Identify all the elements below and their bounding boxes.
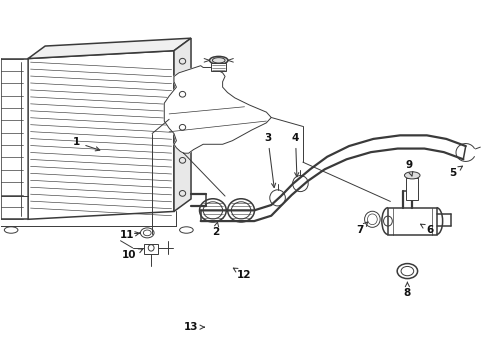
Bar [143, 244, 158, 254]
Ellipse shape [404, 172, 419, 179]
Bar [406, 178, 417, 200]
Ellipse shape [209, 57, 227, 64]
Text: 11: 11 [120, 230, 140, 240]
Bar [211, 63, 225, 71]
Text: 10: 10 [122, 249, 142, 260]
Bar [387, 208, 436, 235]
Text: 13: 13 [183, 322, 204, 332]
Text: 12: 12 [233, 268, 251, 280]
Text: 5: 5 [448, 166, 462, 178]
Text: 4: 4 [291, 133, 299, 177]
Text: 7: 7 [356, 222, 367, 235]
Polygon shape [28, 38, 191, 59]
Text: 8: 8 [403, 282, 410, 297]
Polygon shape [174, 38, 191, 211]
Text: 9: 9 [405, 160, 412, 176]
Polygon shape [164, 66, 271, 153]
Text: 2: 2 [211, 221, 219, 237]
Text: 3: 3 [264, 133, 275, 188]
Text: 6: 6 [420, 224, 433, 235]
Text: 1: 1 [73, 138, 100, 151]
Polygon shape [28, 51, 174, 219]
